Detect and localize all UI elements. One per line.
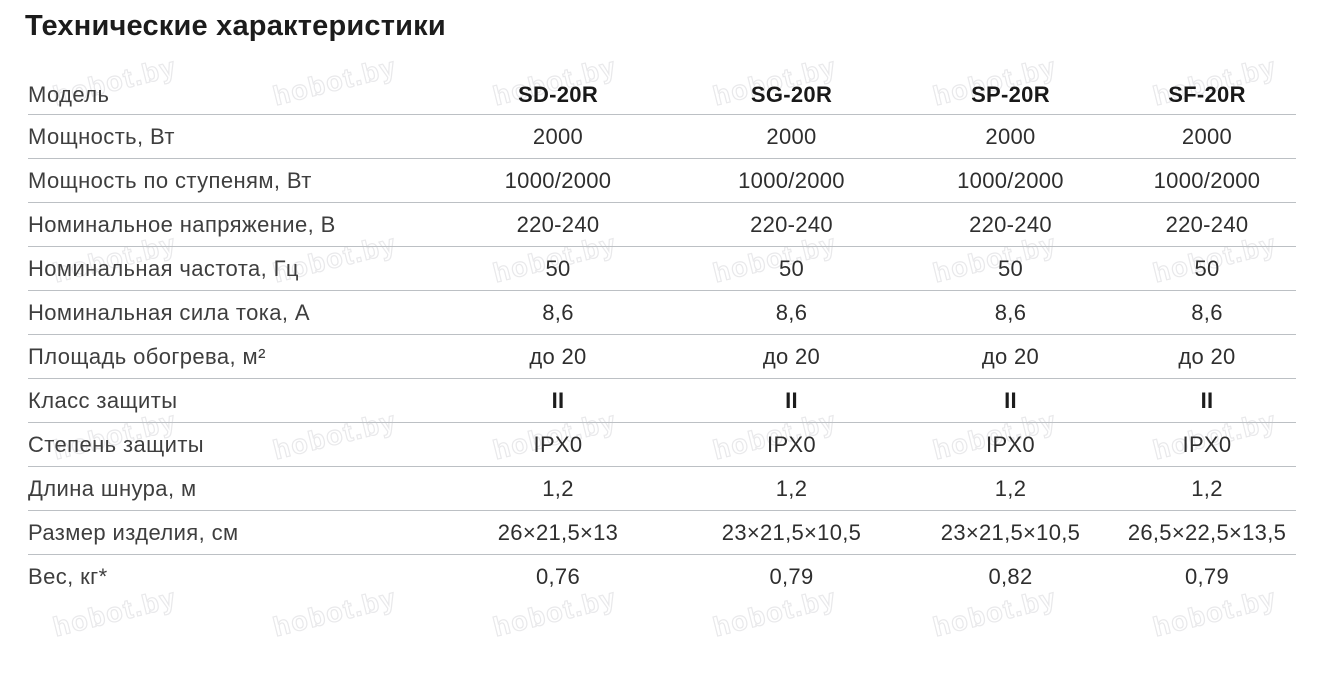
cell-value: 2000 (436, 114, 680, 159)
cell-value: до 20 (680, 334, 903, 379)
table-row: Класс защиты II II II II (28, 378, 1296, 423)
table-header-row: Модель SD-20R SG-20R SP-20R SF-20R (28, 75, 1296, 115)
cell-value: до 20 (903, 334, 1118, 379)
cell-value: 23×21,5×10,5 (680, 510, 903, 555)
row-label: Мощность, Вт (28, 114, 436, 159)
table-row: Мощность по ступеням, Вт 1000/2000 1000/20… (28, 158, 1296, 203)
column-header-model: SF-20R (1118, 75, 1296, 115)
table-row: Длина шнура, м 1,2 1,2 1,2 1,2 (28, 466, 1296, 511)
cell-value: II (903, 378, 1118, 423)
cell-value: II (436, 378, 680, 423)
row-label: Номинальное напряжение, В (28, 202, 436, 247)
row-label: Номинальная сила тока, А (28, 290, 436, 335)
cell-value: 23×21,5×10,5 (903, 510, 1118, 555)
cell-value: II (680, 378, 903, 423)
cell-value: IPX0 (903, 422, 1118, 467)
cell-value: 50 (436, 246, 680, 291)
column-header-label: Модель (28, 75, 436, 115)
cell-value: до 20 (436, 334, 680, 379)
cell-value: 8,6 (680, 290, 903, 335)
cell-value: 220-240 (1118, 202, 1296, 247)
cell-value: 8,6 (436, 290, 680, 335)
row-label: Размер изделия, см (28, 510, 436, 555)
cell-value: 220-240 (436, 202, 680, 247)
row-label: Мощность по ступеням, Вт (28, 158, 436, 203)
cell-value: 2000 (903, 114, 1118, 159)
cell-value: 8,6 (903, 290, 1118, 335)
cell-value: 1000/2000 (903, 158, 1118, 203)
column-header-model: SP-20R (903, 75, 1118, 115)
cell-value: 1000/2000 (1118, 158, 1296, 203)
cell-value: 1000/2000 (680, 158, 903, 203)
cell-value: IPX0 (680, 422, 903, 467)
column-header-model: SG-20R (680, 75, 903, 115)
spec-table: Модель SD-20R SG-20R SP-20R SF-20R Мощность,… (28, 75, 1296, 598)
cell-value: 26,5×22,5×13,5 (1118, 510, 1296, 555)
cell-value: 0,79 (1184, 563, 1230, 589)
row-label: Вес, кг* (28, 563, 108, 589)
cell-value: IPX0 (1118, 422, 1296, 467)
cell-value: 8,6 (1118, 290, 1296, 335)
cell-value: 1,2 (436, 466, 680, 511)
cell-value: 2000 (1118, 114, 1296, 159)
table-body: Мощность, Вт 2000 2000 2000 2000 Мощность по … (28, 114, 1296, 599)
cell-value: II (1118, 378, 1296, 423)
page-title: Технические характеристики (25, 10, 446, 42)
table-row: Мощность, Вт 2000 2000 2000 2000 (28, 114, 1296, 159)
row-label: Длина шнура, м (28, 466, 436, 511)
row-label: Номинальная частота, Гц (28, 246, 436, 291)
cell-value: 1,2 (1118, 466, 1296, 511)
cell-value: 0,79 (769, 563, 814, 589)
table-row: Вес, кг* 0,76 0,79 0,82 0,79 (28, 555, 1296, 599)
cell-value: IPX0 (436, 422, 680, 467)
table-row: Номинальная частота, Гц 50 50 50 50 (28, 246, 1296, 291)
cell-value: 1,2 (680, 466, 903, 511)
row-label: Площадь обогрева, м² (28, 334, 436, 379)
cell-value: 2000 (680, 114, 903, 159)
table-row: Размер изделия, см 26×21,5×13 23×21,5×10,5… (28, 510, 1296, 555)
cell-value: до 20 (1118, 334, 1296, 379)
cell-value: 50 (1118, 246, 1296, 291)
cell-value: 50 (680, 246, 903, 291)
row-label: Степень защиты (28, 422, 436, 467)
cell-value: 0,82 (988, 563, 1033, 589)
column-header-model: SD-20R (436, 75, 680, 115)
table-row: Площадь обогрева, м² до 20 до 20 до 20 до 20 (28, 334, 1296, 379)
table-row: Степень защиты IPX0 IPX0 IPX0 IPX0 (28, 422, 1296, 467)
table-row: Номинальное напряжение, В 220-240 220-240 2… (28, 202, 1296, 247)
cell-value: 1,2 (903, 466, 1118, 511)
cell-value: 220-240 (680, 202, 903, 247)
cell-value: 26×21,5×13 (436, 510, 680, 555)
cell-value: 0,76 (535, 563, 581, 589)
cell-value: 1000/2000 (436, 158, 680, 203)
row-label: Класс защиты (28, 378, 436, 423)
cell-value: 50 (903, 246, 1118, 291)
table-row: Номинальная сила тока, А 8,6 8,6 8,6 8,6 (28, 290, 1296, 335)
cell-value: 220-240 (903, 202, 1118, 247)
